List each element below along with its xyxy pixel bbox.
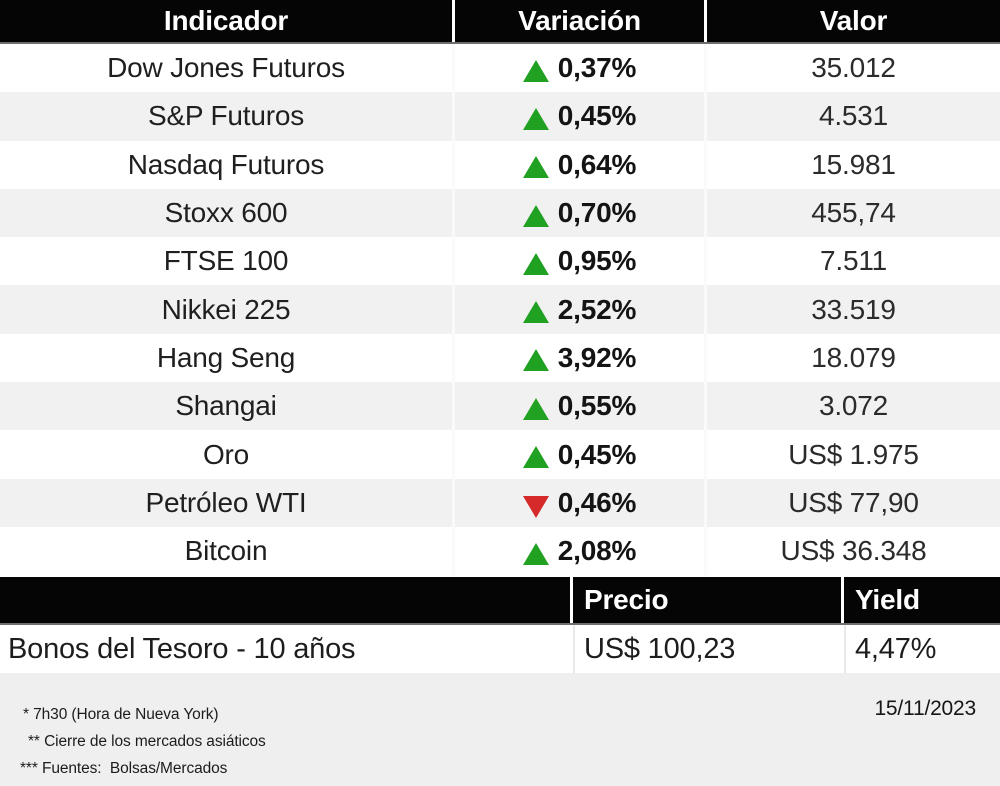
date-label: 15/11/2023 bbox=[874, 697, 976, 721]
indicator-value: 7.511 bbox=[820, 245, 887, 277]
bond-row: Bonos del Tesoro - 10 años US$ 100,23 4,… bbox=[0, 625, 1000, 674]
variation-value: 0,95% bbox=[557, 245, 637, 277]
table-row: Hang Seng 3,92% 18.079 bbox=[0, 333, 1000, 383]
table-row: Stoxx 600 0,70% 455,74 bbox=[0, 188, 1000, 238]
variation-value: 0,37% bbox=[557, 52, 637, 84]
indicator-value: 15.981 bbox=[811, 148, 896, 180]
table-row: Dow Jones Futuros 0,37% 35.012 bbox=[0, 44, 1000, 93]
variation-value: 0,55% bbox=[557, 390, 637, 422]
indicators-table-body: Dow Jones Futuros 0,37% 35.012 S&P Futur… bbox=[0, 44, 1000, 576]
indicator-name: Shangai bbox=[0, 382, 455, 431]
header-valor: Valor bbox=[707, 0, 1000, 42]
indicator-name: Petróleo WTI bbox=[0, 478, 455, 527]
indicator-name: Bitcoin bbox=[0, 526, 455, 576]
table-row: S&P Futuros 0,45% 4.531 bbox=[0, 92, 1000, 141]
variation-value: 0,45% bbox=[557, 100, 637, 132]
variation-cell: 0,55% bbox=[455, 382, 707, 431]
variation-value: 3,92% bbox=[557, 341, 637, 373]
variation-cell: 0,37% bbox=[455, 44, 707, 93]
trend-arrow-icon bbox=[522, 301, 549, 324]
variation-value: 0,46% bbox=[557, 486, 637, 518]
variation-cell: 0,95% bbox=[455, 237, 707, 286]
indicator-value: 33.519 bbox=[811, 293, 896, 325]
indicator-value: US$ 1.975 bbox=[788, 438, 919, 470]
table-row: Shangai 0,55% 3.072 bbox=[0, 382, 1000, 431]
bonds-table-header: Precio Yield bbox=[0, 577, 1000, 626]
trend-arrow-icon bbox=[522, 542, 549, 565]
header-variacion: Variación bbox=[455, 0, 704, 42]
variation-value: 2,52% bbox=[557, 293, 637, 325]
variation-cell: 2,52% bbox=[455, 285, 707, 334]
table-row: Nikkei 225 2,52% 33.519 bbox=[0, 285, 1000, 334]
variation-value: 2,08% bbox=[557, 535, 637, 567]
table-row: Bitcoin 2,08% US$ 36.348 bbox=[0, 526, 1000, 576]
footnote: ** Cierre de los mercados asiáticos bbox=[28, 733, 266, 751]
trend-arrow-icon bbox=[522, 107, 549, 130]
variation-cell: 0,45% bbox=[455, 92, 707, 141]
table-row: FTSE 100 0,95% 7.511 bbox=[0, 237, 1000, 286]
indicator-value: 455,74 bbox=[811, 197, 896, 229]
trend-arrow-icon bbox=[522, 59, 549, 82]
header-precio: Precio bbox=[573, 577, 841, 624]
bonds-header-empty bbox=[0, 577, 570, 624]
variation-cell: 0,46% bbox=[455, 478, 707, 527]
table-row: Oro 0,45% US$ 1.975 bbox=[0, 430, 1000, 479]
bond-name: Bonos del Tesoro - 10 años bbox=[8, 632, 356, 665]
bond-price: US$ 100,23 bbox=[573, 625, 844, 674]
footnote: *** Fuentes: Bolsas/Mercados bbox=[20, 760, 228, 778]
indicators-table-header: Indicador Variación Valor bbox=[0, 0, 1000, 44]
indicator-name: Stoxx 600 bbox=[0, 188, 455, 238]
variation-cell: 0,64% bbox=[455, 140, 707, 189]
variation-value: 0,70% bbox=[557, 197, 637, 229]
indicator-name: FTSE 100 bbox=[0, 237, 455, 286]
variation-cell: 3,92% bbox=[455, 333, 707, 383]
variation-value: 0,64% bbox=[557, 148, 637, 180]
indicator-value: 18.079 bbox=[811, 341, 896, 373]
trend-arrow-icon bbox=[522, 252, 549, 275]
variation-cell: 0,70% bbox=[455, 188, 707, 238]
trend-arrow-icon bbox=[522, 446, 549, 469]
trend-arrow-icon bbox=[522, 397, 549, 420]
indicator-value: 35.012 bbox=[811, 52, 896, 84]
footnote: * 7h30 (Hora de Nueva York) bbox=[23, 706, 219, 724]
table-row: Nasdaq Futuros 0,64% 15.981 bbox=[0, 140, 1000, 189]
variation-cell: 0,45% bbox=[455, 430, 707, 479]
footer: * 7h30 (Hora de Nueva York) ** Cierre de… bbox=[0, 673, 1000, 786]
trend-arrow-icon bbox=[522, 156, 549, 179]
indicator-name: Nasdaq Futuros bbox=[0, 140, 455, 189]
indicator-value: US$ 77,90 bbox=[788, 486, 919, 518]
indicator-value: 4.531 bbox=[818, 100, 889, 132]
variation-cell: 2,08% bbox=[455, 526, 707, 576]
bond-yield: 4,47% bbox=[844, 625, 1000, 674]
indicator-name: Oro bbox=[0, 430, 455, 479]
header-yield: Yield bbox=[844, 577, 1000, 624]
indicator-name: Hang Seng bbox=[0, 333, 455, 383]
indicator-value: US$ 36.348 bbox=[780, 535, 927, 567]
table-row: Petróleo WTI 0,46% US$ 77,90 bbox=[0, 478, 1000, 527]
variation-value: 0,45% bbox=[557, 438, 637, 470]
indicator-name: Nikkei 225 bbox=[0, 285, 455, 334]
indicator-value: 3.072 bbox=[818, 390, 889, 422]
indicator-name: Dow Jones Futuros bbox=[0, 44, 455, 93]
indicator-name: S&P Futuros bbox=[0, 92, 455, 141]
header-indicador: Indicador bbox=[0, 0, 452, 42]
trend-arrow-icon bbox=[522, 204, 549, 227]
trend-arrow-icon bbox=[522, 349, 549, 372]
trend-arrow-icon bbox=[522, 496, 549, 519]
